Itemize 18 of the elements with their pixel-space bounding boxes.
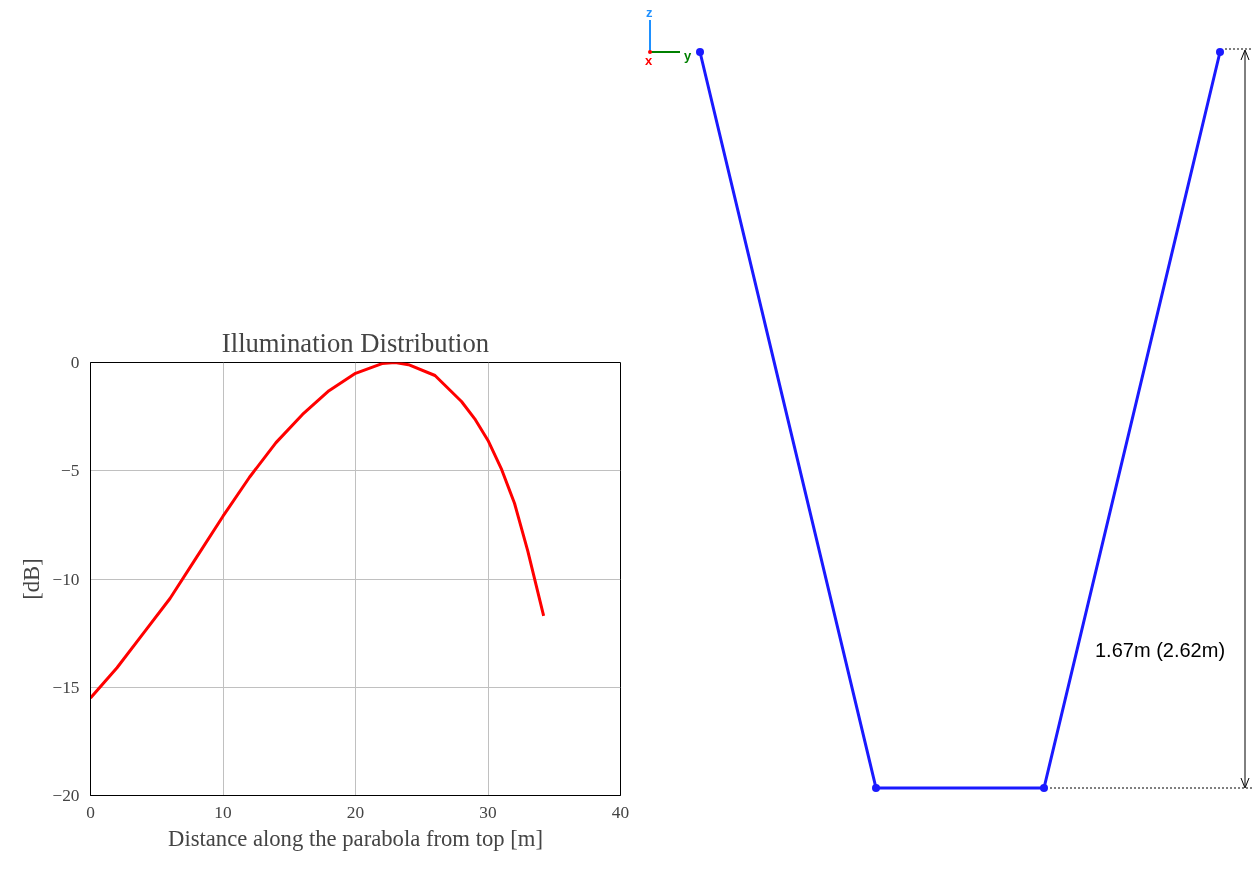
y-tick-label: −20 [52,786,80,805]
x-tick-label: 10 [214,802,232,822]
y-tick-label: −15 [52,677,80,697]
text: y [684,48,692,64]
text: z [646,5,653,21]
text: x [645,53,653,69]
x-axis-title: Distance along the parabola from top [m] [168,825,543,851]
y-tick-label: 0 [70,353,80,372]
y-tick-label: −10 [52,569,80,589]
text: 1.67m (2.62m) [1095,639,1226,662]
y-tick-label: −5 [61,461,80,481]
line-series [90,362,546,700]
chart-title: Illumination Distribution [221,327,490,358]
x-tick-label: 30 [479,802,497,822]
x-tick-label: 20 [346,802,365,822]
x-tick-label: 40 [611,802,630,822]
x-tick-label: 0 [86,802,95,822]
y-axis-title: [dB] [19,558,45,600]
